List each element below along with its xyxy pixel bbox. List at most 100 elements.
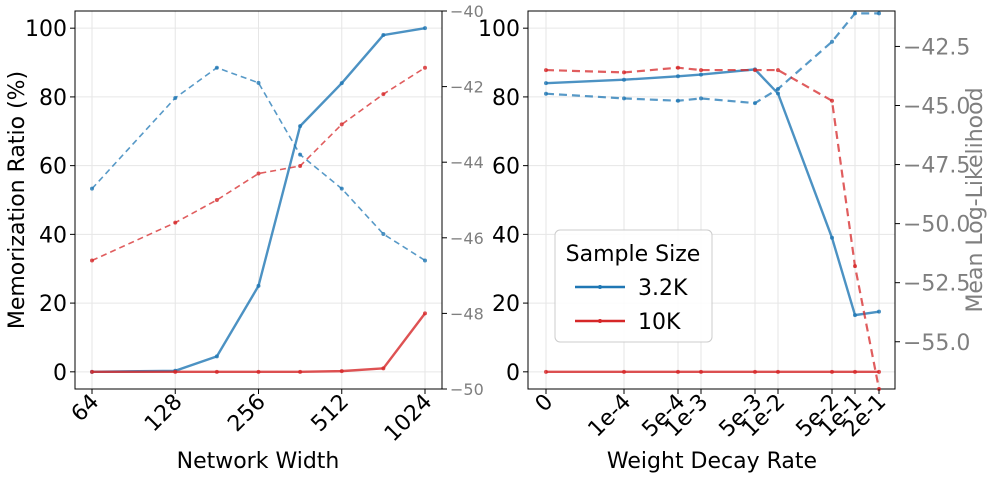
legend-marker-10k	[598, 319, 602, 323]
left-y2-tick-label--44: −44	[450, 153, 484, 172]
left-y2-tick-label--48: −48	[450, 304, 484, 323]
right-point-10k-1e-4	[622, 369, 626, 374]
left-y-tick-label-60: 60	[39, 155, 67, 180]
right-point-3.2k-5e-4	[676, 74, 680, 79]
left-point-10k-memorization-512	[339, 369, 344, 374]
left-point-10k-log-likelihood-181	[214, 198, 219, 202]
right-chart: 0 20 40 60 80 100 −42.5 −45.0 −47.5 −50.0 −52.5 −5…	[478, 10, 988, 474]
left-point-10k-memorization-181	[214, 369, 219, 374]
legend-marker-3.2k	[598, 285, 602, 289]
left-series-line-3.2k-log-likelihood	[91, 66, 426, 262]
right-y-tick-label-60: 60	[492, 155, 520, 180]
left-point-10k-log-likelihood-512	[339, 122, 344, 127]
left-x-tick-label-512: 512	[307, 390, 354, 437]
left-y-tick-label-80: 80	[39, 86, 67, 111]
right-y2-tick-label--55: −55.0	[903, 331, 970, 356]
right-point-10k-1e-3	[699, 369, 703, 374]
right-point-3.2k-log-likelihood-5e-4	[676, 98, 680, 103]
left-point-3.2k-log-likelihood-512	[339, 186, 344, 191]
right-point-10k-5e-4	[676, 369, 680, 374]
left-y-tick-label-40: 40	[39, 223, 67, 248]
right-point-3.2k-1e-3	[699, 72, 703, 77]
left-point-3.2k-memorization-181	[214, 354, 219, 359]
right-y2-tick-label--52.5: −52.5	[903, 272, 970, 297]
left-point-3.2k-memorization-724	[381, 33, 386, 38]
right-point-3.2k-log-likelihood-5e-2	[830, 39, 834, 44]
right-point-3.2k-1e-1	[853, 313, 857, 318]
left-x-tick-label-256: 256	[223, 390, 270, 437]
right-y-tick-label-100: 100	[478, 17, 520, 42]
right-point-10k-log-likelihood-1e-1	[853, 264, 857, 269]
right-point-10k-2e-1	[877, 369, 881, 374]
left-point-3.2k-log-likelihood-128	[173, 95, 178, 100]
right-point-10k-log-likelihood-5e-4	[676, 65, 680, 70]
left-point-10k-memorization-256	[256, 369, 261, 374]
right-point-3.2k-1e-2	[776, 91, 780, 96]
left-point-10k-memorization-64	[90, 369, 94, 374]
left-x-axis-label: Network Width	[177, 449, 340, 474]
left-point-10k-log-likelihood-256	[256, 171, 261, 176]
right-x-axis-label: Weight Decay Rate	[607, 449, 817, 474]
left-y2-tick-label--42: −42	[450, 78, 484, 97]
left-series-line-3.2k-memorization	[91, 26, 426, 374]
left-point-3.2k-memorization-1024	[423, 26, 427, 31]
right-y2-axis-label: Mean Log-Likelihood	[963, 87, 988, 312]
right-series-line-3.2k-log-likelihood	[545, 12, 879, 105]
left-y-tick-label-100: 100	[25, 17, 67, 42]
left-point-10k-memorization-128	[173, 369, 178, 374]
left-x-tick-label-64: 64	[67, 390, 104, 427]
left-y-tick-label-20: 20	[39, 292, 67, 317]
legend-box	[554, 229, 713, 343]
right-point-10k-5e-2	[830, 369, 834, 374]
right-point-10k-0	[544, 369, 548, 374]
right-y-tick-label-80: 80	[492, 86, 520, 111]
left-series-line-10k-memorization	[92, 312, 426, 374]
right-point-3.2k-0	[544, 81, 548, 86]
right-point-3.2k-log-likelihood-0	[544, 91, 548, 96]
left-point-3.2k-log-likelihood-362	[298, 152, 303, 157]
left-gridlines	[75, 11, 442, 389]
right-x-ticks: 0 1e-4 5e-41e-3 5e-31e-2 5e-21e-12e-1	[531, 389, 891, 443]
legend-label-10k: 10K	[638, 310, 681, 335]
left-point-3.2k-log-likelihood-181	[214, 65, 219, 70]
left-point-3.2k-log-likelihood-256	[256, 80, 261, 85]
left-y-ticks: 0 20 40 60 80 100	[25, 17, 75, 386]
right-point-3.2k-log-likelihood-1e-2	[776, 86, 780, 91]
left-point-10k-log-likelihood-64	[90, 258, 94, 263]
left-y-tick-label-0: 0	[53, 361, 67, 386]
right-series	[544, 11, 881, 391]
right-point-10k-log-likelihood-5e-2	[830, 98, 834, 103]
right-point-10k-log-likelihood-1e-2	[776, 68, 780, 73]
right-point-3.2k-log-likelihood-1e-3	[699, 96, 703, 101]
right-point-3.2k-5e-2	[830, 235, 834, 240]
right-y2-tick-label--45: −45.0	[903, 95, 970, 120]
right-point-3.2k-log-likelihood-1e-1	[853, 11, 857, 16]
right-x-tick-label-1e-4: 1e-4	[584, 390, 637, 443]
right-point-10k-1e-1	[853, 369, 857, 374]
right-point-3.2k-log-likelihood-5e-3	[753, 101, 757, 106]
right-y-ticks: 0 20 40 60 80 100	[478, 17, 528, 386]
left-point-10k-log-likelihood-128	[173, 220, 178, 225]
right-y-tick-label-20: 20	[492, 292, 520, 317]
right-point-10k-log-likelihood-0	[544, 68, 548, 73]
left-point-3.2k-log-likelihood-1024	[423, 258, 427, 263]
left-point-3.2k-memorization-256	[256, 283, 261, 288]
left-y2-tick-label--50: −50	[450, 380, 484, 399]
right-point-10k-log-likelihood-1e-3	[699, 68, 703, 73]
right-point-3.2k-log-likelihood-2e-1	[877, 11, 881, 16]
left-point-3.2k-memorization-512	[339, 81, 344, 86]
legend-title: Sample Size	[566, 242, 701, 267]
legend: Sample Size 3.2K 10K	[554, 229, 713, 343]
left-point-10k-log-likelihood-362	[298, 163, 303, 168]
right-y2-tick-label--47.5: −47.5	[903, 154, 970, 179]
right-point-10k-log-likelihood-5e-3	[753, 68, 757, 73]
left-point-10k-memorization-724	[381, 366, 386, 371]
left-point-10k-log-likelihood-1024	[423, 65, 427, 70]
left-y2-tick-label--40: −40	[450, 2, 484, 21]
left-point-10k-log-likelihood-724	[381, 92, 386, 97]
right-x-tick-label-0: 0	[531, 390, 559, 418]
left-chart: 0 20 40 60 80 100 −50 −48 −46 −44 −42 −40 64 128 256…	[5, 2, 484, 474]
right-point-3.2k-log-likelihood-1e-4	[622, 96, 626, 101]
left-point-3.2k-memorization-362	[298, 124, 303, 129]
